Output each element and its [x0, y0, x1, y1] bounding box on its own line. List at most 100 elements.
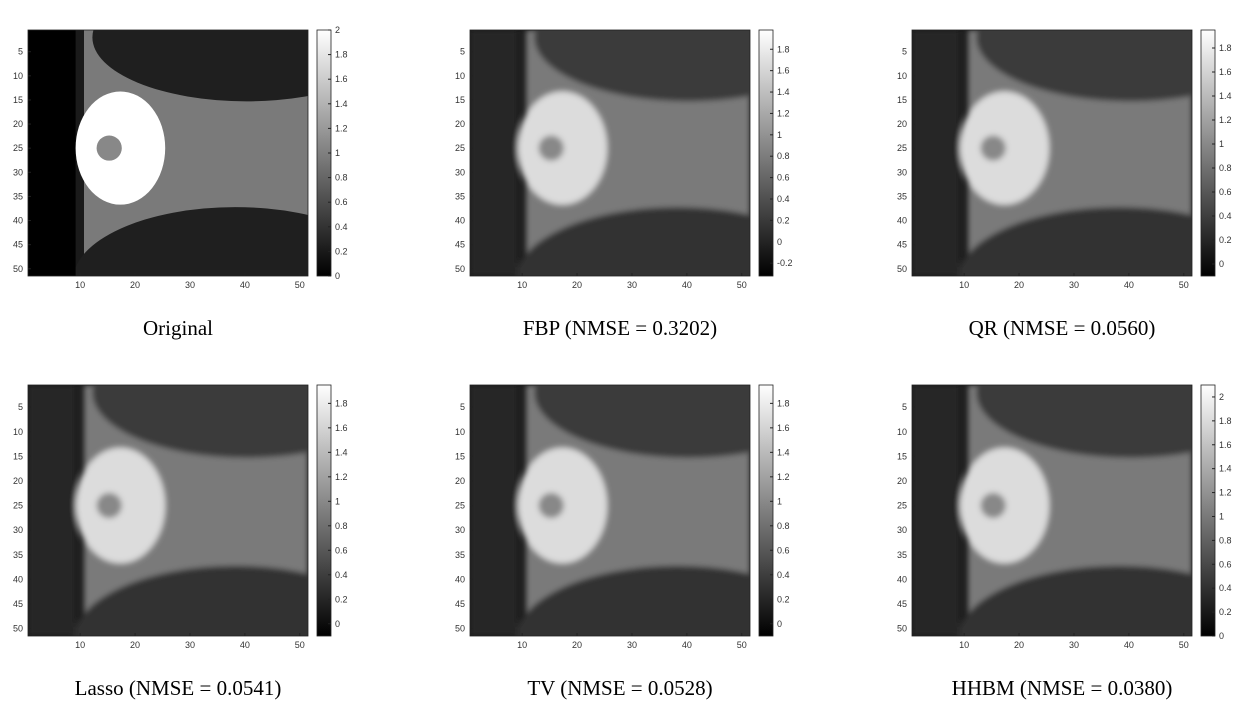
x-tick-label: 20 — [1014, 280, 1024, 290]
y-tick-label: 35 — [455, 550, 465, 560]
colorbar-tick-label: 1.2 — [1219, 488, 1232, 498]
y-tick-label: 50 — [13, 624, 23, 634]
colorbar-tick-label: 0.2 — [335, 246, 348, 256]
y-tick-label: 50 — [13, 264, 23, 274]
caption: Lasso (NMSE = 0.0541) — [75, 676, 282, 700]
x-tick-label: 10 — [517, 280, 527, 290]
y-tick-label: 5 — [460, 47, 465, 57]
y-tick-label: 10 — [13, 427, 23, 437]
colorbar-tick-label: 0.8 — [777, 521, 790, 531]
colorbar-tick-label: 0 — [777, 237, 782, 247]
colorbar-tick-label: -0.2 — [777, 258, 793, 268]
upper-dark — [92, 327, 400, 458]
colorbar-tick-label: 1.2 — [777, 108, 790, 118]
y-tick-label: 15 — [897, 95, 907, 105]
colorbar-tick-label: 1 — [1219, 511, 1224, 521]
y-tick-label: 5 — [460, 402, 465, 412]
y-tick-label: 35 — [455, 191, 465, 201]
colorbar-tick-label: 0.2 — [1219, 235, 1232, 245]
canal — [539, 493, 564, 518]
colorbar-tick-label: 0.8 — [335, 173, 348, 183]
x-tick-label: 50 — [295, 280, 305, 290]
y-tick-label: 20 — [455, 476, 465, 486]
left-dark — [28, 385, 76, 636]
y-tick-label: 45 — [455, 240, 465, 250]
colorbar-tick-label: 1.8 — [1219, 43, 1232, 53]
colorbar-tick-label: 0.4 — [777, 570, 790, 580]
y-tick-label: 40 — [897, 216, 907, 226]
colorbar-tick-label: 1.2 — [335, 123, 348, 133]
x-tick-label: 10 — [75, 280, 85, 290]
y-tick-label: 50 — [897, 264, 907, 274]
colorbar — [317, 385, 331, 636]
colorbar-tick-label: 1.8 — [335, 50, 348, 60]
y-tick-label: 30 — [13, 167, 23, 177]
y-tick-label: 35 — [897, 191, 907, 201]
colorbar-tick-label: 2 — [335, 25, 340, 35]
y-tick-label: 5 — [18, 47, 23, 57]
y-tick-label: 40 — [455, 574, 465, 584]
x-tick-label: 50 — [737, 280, 747, 290]
colorbar-tick-label: 0 — [335, 619, 340, 629]
colorbar-tick-label: 0.2 — [777, 215, 790, 225]
colorbar-tick-label: 0.6 — [777, 545, 790, 555]
y-tick-label: 30 — [897, 525, 907, 535]
colorbar-tick-label: 0 — [1219, 259, 1224, 269]
x-tick-label: 30 — [1069, 640, 1079, 650]
x-tick-label: 10 — [75, 640, 85, 650]
x-tick-label: 30 — [1069, 280, 1079, 290]
y-tick-label: 25 — [455, 501, 465, 511]
colorbar-tick-label: 0.6 — [1219, 559, 1232, 569]
x-tick-label: 20 — [572, 640, 582, 650]
colorbar-tick-label: 1.6 — [1219, 440, 1232, 450]
y-tick-label: 20 — [455, 119, 465, 129]
y-tick-label: 50 — [455, 264, 465, 274]
left-dark — [28, 30, 76, 276]
x-tick-label: 10 — [517, 640, 527, 650]
y-tick-label: 40 — [455, 216, 465, 226]
left-dark — [912, 30, 960, 276]
y-tick-label: 10 — [897, 71, 907, 81]
y-tick-label: 30 — [13, 525, 23, 535]
y-tick-label: 40 — [13, 574, 23, 584]
image — [912, 0, 1244, 355]
y-tick-label: 10 — [455, 427, 465, 437]
y-tick-label: 15 — [455, 451, 465, 461]
x-tick-label: 50 — [737, 640, 747, 650]
colorbar-tick-label: 1.6 — [777, 66, 790, 76]
colorbar-tick-label: 1 — [335, 148, 340, 158]
x-tick-label: 20 — [130, 280, 140, 290]
colorbar-tick-label: 0.8 — [777, 151, 790, 161]
x-tick-label: 10 — [959, 280, 969, 290]
x-tick-label: 50 — [1179, 640, 1189, 650]
colorbar-tick-label: 0 — [335, 271, 340, 281]
y-tick-label: 25 — [13, 501, 23, 511]
colorbar-tick-label: 1.8 — [335, 398, 348, 408]
colorbar-tick-label: 1.2 — [777, 472, 790, 482]
x-tick-label: 30 — [627, 640, 637, 650]
x-tick-label: 40 — [682, 280, 692, 290]
y-tick-label: 45 — [897, 240, 907, 250]
colorbar-tick-label: 1.2 — [335, 472, 348, 482]
x-tick-label: 30 — [185, 640, 195, 650]
canal — [97, 135, 122, 160]
colorbar-tick-label: 1.2 — [1219, 115, 1232, 125]
y-tick-label: 50 — [455, 624, 465, 634]
x-tick-label: 50 — [1179, 280, 1189, 290]
colorbar-tick-label: 2 — [1219, 392, 1224, 402]
canal — [981, 135, 1006, 160]
y-tick-label: 20 — [13, 476, 23, 486]
x-tick-label: 50 — [295, 640, 305, 650]
y-tick-label: 15 — [897, 451, 907, 461]
x-tick-label: 20 — [1014, 640, 1024, 650]
colorbar-tick-label: 0.2 — [335, 594, 348, 604]
canal — [981, 493, 1006, 518]
y-tick-label: 5 — [902, 47, 907, 57]
y-tick-label: 30 — [455, 525, 465, 535]
colorbar-tick-label: 1.4 — [335, 99, 348, 109]
x-tick-label: 40 — [1124, 640, 1134, 650]
colorbar-tick-label: 1.4 — [1219, 464, 1232, 474]
y-tick-label: 25 — [13, 143, 23, 153]
colorbar — [759, 385, 773, 636]
x-tick-label: 40 — [240, 640, 250, 650]
